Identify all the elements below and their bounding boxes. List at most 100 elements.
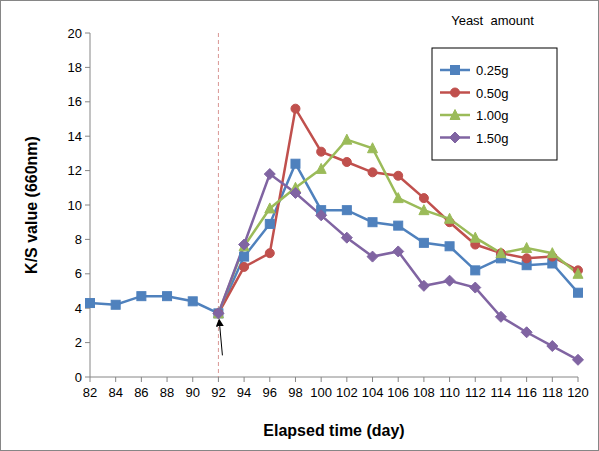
x-tick	[526, 377, 527, 382]
point	[316, 163, 326, 173]
point	[573, 268, 583, 278]
point	[342, 134, 352, 144]
x-tick-label: 108	[413, 385, 435, 400]
x-tick	[552, 377, 553, 382]
point	[213, 308, 224, 319]
point	[368, 168, 377, 177]
point	[496, 249, 505, 258]
y-tick-label: 0	[75, 370, 82, 385]
point	[214, 309, 223, 318]
point	[547, 341, 558, 352]
point	[419, 194, 428, 203]
point	[240, 252, 249, 261]
x-tick-label: 104	[362, 385, 384, 400]
point	[368, 143, 378, 153]
y-tick	[85, 170, 90, 171]
point	[290, 187, 301, 198]
x-tick	[115, 377, 116, 382]
point	[265, 249, 274, 258]
series-line	[218, 140, 578, 314]
point	[265, 203, 275, 213]
point	[547, 248, 557, 258]
x-tick-label: 92	[211, 385, 225, 400]
x-tick	[346, 377, 347, 382]
legend-marker	[450, 110, 460, 120]
legend-label: 1.00g	[476, 108, 509, 123]
series-line	[90, 164, 578, 314]
point	[393, 246, 404, 257]
point	[522, 243, 532, 253]
y-tick	[85, 101, 90, 102]
point	[445, 213, 455, 223]
y-tick	[85, 136, 90, 137]
point	[521, 327, 532, 338]
point	[163, 292, 172, 301]
x-tick	[167, 377, 168, 382]
chart: 0246810121416182082848688909294969810010…	[0, 0, 599, 451]
point	[419, 238, 428, 247]
x-tick	[500, 377, 501, 382]
x-tick-label: 88	[160, 385, 174, 400]
y-tick	[85, 377, 90, 378]
point	[393, 193, 403, 203]
y-tick	[85, 205, 90, 206]
x-tick	[269, 377, 270, 382]
point	[496, 248, 506, 258]
x-tick	[141, 377, 142, 382]
point	[86, 299, 95, 308]
x-tick	[192, 377, 193, 382]
point	[394, 221, 403, 230]
point	[213, 308, 223, 318]
x-tick	[218, 377, 219, 382]
point	[574, 288, 583, 297]
point	[367, 251, 378, 262]
divider-line	[218, 33, 219, 377]
y-tick-label: 14	[68, 129, 82, 144]
legend-box	[432, 48, 557, 160]
x-tick	[372, 377, 373, 382]
y-tick-label: 20	[68, 26, 82, 41]
arrow	[219, 322, 222, 355]
y-tick	[85, 239, 90, 240]
x-axis	[90, 377, 578, 378]
y-tick-label: 2	[75, 335, 82, 350]
x-tick	[398, 377, 399, 382]
point	[522, 254, 531, 263]
x-axis-title: Elapsed time (day)	[263, 422, 404, 439]
x-tick	[449, 377, 450, 382]
x-tick-label: 120	[567, 385, 589, 400]
point	[214, 309, 223, 318]
x-tick-label: 90	[186, 385, 200, 400]
x-tick-label: 96	[263, 385, 277, 400]
point	[240, 262, 249, 271]
y-tick	[85, 33, 90, 34]
x-tick-label: 84	[108, 385, 122, 400]
y-tick-label: 6	[75, 266, 82, 281]
point	[444, 275, 455, 286]
legend-marker	[451, 88, 460, 97]
point	[239, 239, 250, 250]
legend-marker	[450, 132, 461, 143]
point	[265, 219, 274, 228]
x-tick-label: 118	[542, 385, 563, 400]
x-tick	[244, 377, 245, 382]
point	[291, 159, 300, 168]
series-line	[218, 174, 578, 360]
x-tick-label: 112	[465, 385, 486, 400]
point	[264, 169, 275, 180]
legend-label: 1.50g	[476, 131, 509, 146]
point	[470, 282, 481, 293]
x-tick-label: 86	[134, 385, 148, 400]
point	[394, 171, 403, 180]
y-tick-label: 16	[68, 94, 82, 109]
legend-marker	[451, 66, 460, 75]
point	[368, 218, 377, 227]
x-tick	[475, 377, 476, 382]
x-tick-label: 82	[83, 385, 97, 400]
x-tick-label: 100	[310, 385, 332, 400]
point	[471, 266, 480, 275]
x-tick-label: 98	[288, 385, 302, 400]
y-tick	[85, 273, 90, 274]
x-tick-label: 102	[336, 385, 358, 400]
x-tick-label: 116	[516, 385, 537, 400]
